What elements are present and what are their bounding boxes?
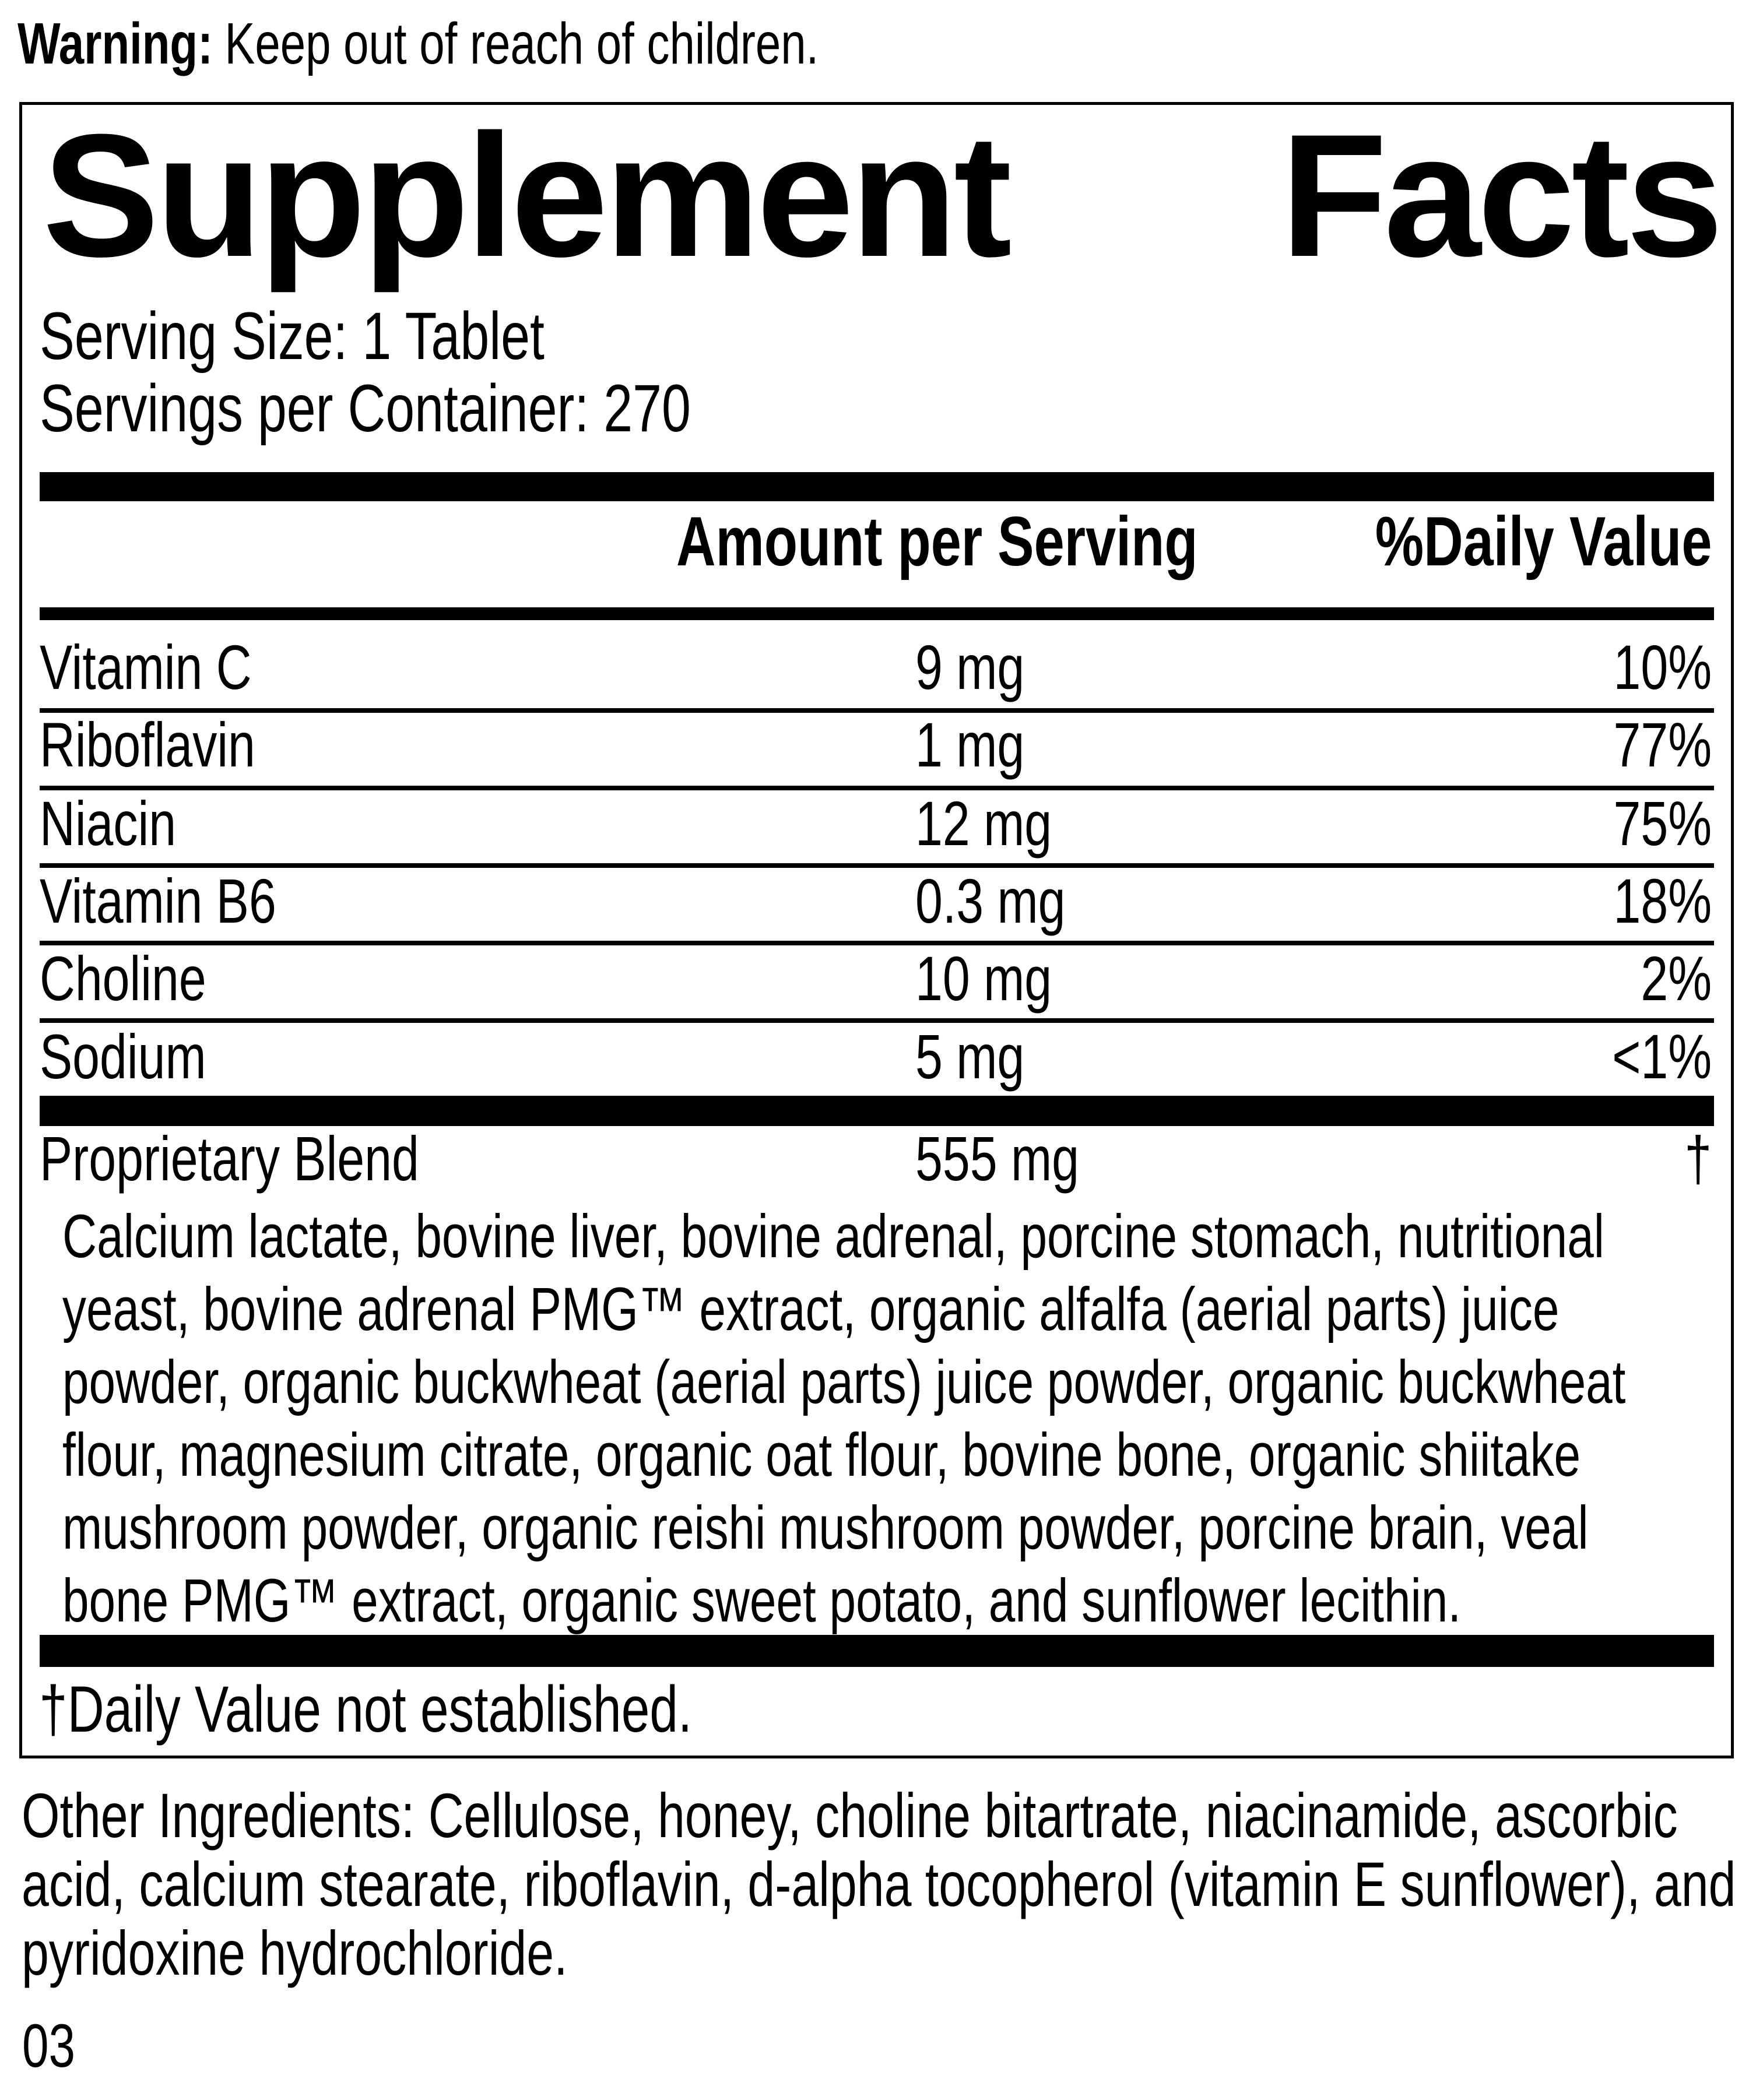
warning-text: Keep out of reach of children. (224, 11, 819, 76)
nutrient-amount: 9 mg (915, 632, 1025, 702)
divider-thick-footnote (40, 1635, 1714, 1667)
proprietary-blend-amount: 555 mg (915, 1123, 1079, 1194)
panel-title: Supplement Facts (43, 97, 1723, 293)
warning-line: Warning: Keep out of reach of children. (17, 15, 819, 73)
nutrient-name: Vitamin B6 (40, 866, 276, 936)
column-header-daily-value: %Daily Value (1375, 502, 1712, 581)
row-divider (40, 786, 1714, 790)
nutrient-dv: 18% (1613, 866, 1712, 936)
row-divider (40, 1018, 1714, 1023)
warning-label: Warning: (17, 11, 213, 76)
panel-title-word-facts: Facts (1280, 97, 1723, 293)
nutrient-amount: 1 mg (915, 709, 1025, 780)
panel-title-word-supplement: Supplement (43, 97, 1012, 293)
nutrient-amount: 5 mg (915, 1021, 1025, 1092)
row-divider (40, 863, 1714, 868)
proprietary-blend-description: Calcium lactate, bovine liver, bovine ad… (62, 1202, 1626, 1635)
nutrient-dv: 10% (1613, 632, 1712, 702)
nutrient-amount: 0.3 mg (915, 866, 1066, 936)
row-divider (40, 708, 1714, 713)
nutrient-dv: 75% (1613, 788, 1712, 859)
other-ingredients: Other Ingredients: Cellulose, honey, cho… (22, 1780, 1736, 1988)
daily-value-footnote: †Daily Value not established. (39, 1673, 693, 1746)
nutrient-name: Sodium (40, 1021, 206, 1092)
nutrient-name: Choline (40, 943, 206, 1014)
serving-size: Serving Size: 1 Tablet (40, 299, 545, 374)
footer-code: 03 (22, 2012, 76, 2080)
proprietary-blend-name: Proprietary Blend (40, 1123, 419, 1194)
nutrient-dv: <1% (1612, 1021, 1712, 1092)
nutrient-amount: 12 mg (915, 788, 1052, 859)
nutrient-name: Niacin (40, 788, 177, 859)
divider-thick-top (40, 472, 1714, 501)
proprietary-blend-dv-dagger: † (1684, 1123, 1712, 1194)
nutrient-dv: 2% (1641, 943, 1712, 1014)
nutrient-name: Vitamin C (40, 632, 252, 702)
servings-per-container: Servings per Container: 270 (40, 371, 691, 446)
divider-medium-header (40, 607, 1714, 620)
supplement-facts-panel (19, 102, 1734, 1758)
column-header-amount: Amount per Serving (676, 502, 1198, 581)
nutrient-amount: 10 mg (915, 943, 1052, 1014)
divider-thick-blend (40, 1096, 1714, 1126)
row-divider (40, 941, 1714, 945)
nutrient-dv: 77% (1613, 709, 1712, 780)
nutrient-name: Riboflavin (40, 709, 255, 780)
